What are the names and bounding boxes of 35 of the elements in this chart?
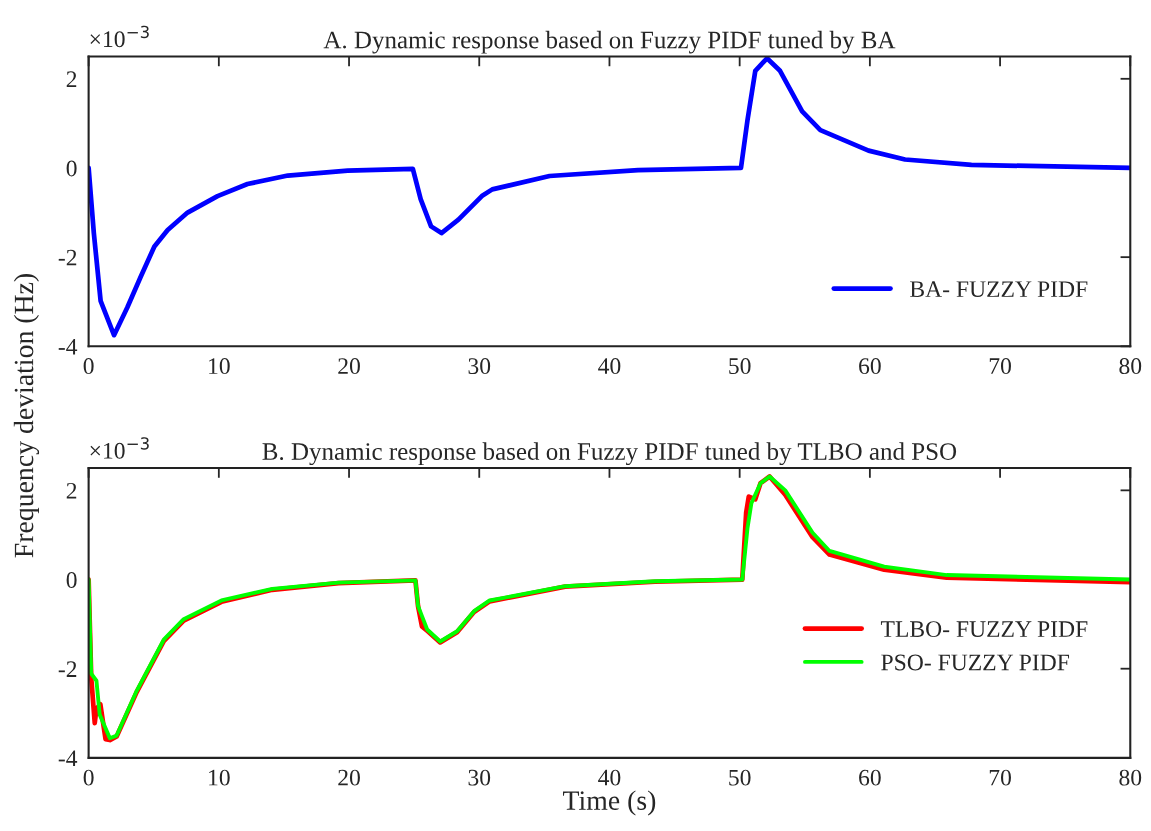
x-tick-label: 60: [859, 358, 881, 375]
x-tick-label: 0: [83, 358, 94, 375]
x-tick-label: 0: [83, 769, 94, 786]
x-tick-label: 50: [729, 358, 751, 375]
x-tick-label: 70: [989, 769, 1011, 786]
y-tick-label: 2: [66, 482, 77, 499]
x-tick-label: 20: [338, 769, 360, 786]
x-tick-label: 10: [209, 358, 230, 375]
x-tick-label: 50: [729, 769, 751, 786]
legend-label: TLBO- FUZZY PIDF: [880, 621, 1088, 638]
x-axis-title: Time (s): [563, 790, 656, 816]
x-tick-label: 60: [859, 769, 881, 786]
x-tick-label: 70: [989, 358, 1011, 375]
chart-title: B. Dynamic response based on Fuzzy PIDF tuned by TLBO and PSO: [262, 442, 957, 466]
y-tick-label: 0: [66, 160, 77, 177]
x-tick-label: 30: [468, 769, 491, 786]
x-tick-label: 10: [209, 769, 230, 786]
y-tick-label: -2: [58, 249, 77, 266]
x-tick-label: 80: [1119, 358, 1142, 375]
legend-label: PSO- FUZZY PIDF: [881, 654, 1070, 671]
x-tick-label: 20: [338, 358, 360, 375]
text: ×10$^{−3}$: [90, 437, 149, 459]
x-tick-label: 40: [598, 769, 621, 786]
chart-title: A. Dynamic response based on Fuzzy PIDF tuned by BA: [323, 30, 896, 54]
text: ×10$^{−3}$: [90, 25, 149, 48]
y-tick-label: -2: [58, 661, 77, 677]
y-tick-label: -4: [58, 750, 78, 767]
x-tick-label: 30: [468, 358, 491, 375]
y-tick-label: 2: [66, 71, 77, 87]
y-tick-label: 0: [66, 572, 77, 588]
x-tick-label: 40: [598, 358, 621, 375]
legend-label: BA- FUZZY PIDF: [910, 281, 1088, 298]
y-axis-title: Frequency deviation (Hz): [13, 274, 40, 558]
y-tick-label: -4: [58, 338, 78, 355]
x-tick-label: 80: [1119, 769, 1142, 786]
